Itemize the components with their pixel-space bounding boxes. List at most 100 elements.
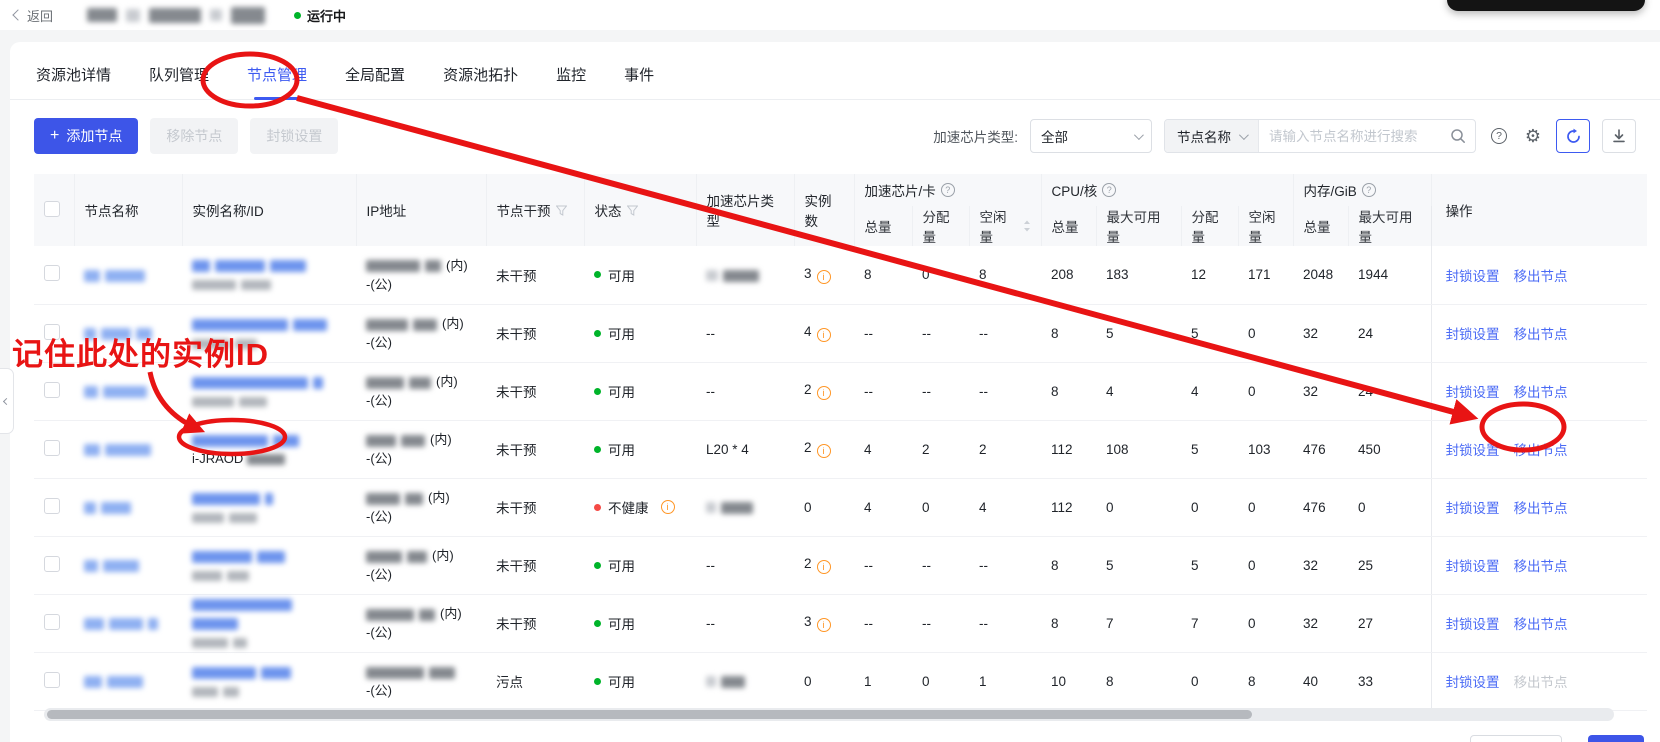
node-name-link[interactable] — [74, 594, 182, 653]
tab-4[interactable]: 资源池拓扑 — [443, 66, 519, 84]
row-checkbox[interactable] — [44, 439, 60, 456]
row-checkbox[interactable] — [44, 265, 60, 282]
lock-settings-link[interactable]: 封锁设置 — [1445, 559, 1500, 574]
info-icon[interactable]: i — [816, 328, 831, 343]
node-table: 节点名称 实例名称/ID IP地址 节点干预 状态 加速芯片类型 实例数 加速芯… — [34, 174, 1648, 711]
add-node-button[interactable]: + 添加节点 — [34, 118, 139, 154]
header-ip: IP地址 — [356, 174, 487, 246]
node-name-link[interactable] — [74, 362, 182, 421]
tab-2-active[interactable]: 节点管理 — [247, 56, 307, 100]
lock-settings-button[interactable]: 封锁设置 — [250, 118, 339, 154]
lock-settings-link[interactable]: 封锁设置 — [1445, 268, 1500, 284]
cutoff-primary-button[interactable] — [1588, 735, 1644, 742]
info-icon[interactable]: i — [816, 386, 831, 401]
chip-allocated-cell: -- — [912, 536, 969, 595]
help-icon[interactable]: ? — [1488, 125, 1510, 147]
info-icon[interactable]: i — [816, 560, 831, 575]
instance-name-cell[interactable] — [182, 536, 356, 595]
help-icon[interactable]: ? — [1361, 183, 1376, 197]
tab-5[interactable]: 监控 — [556, 66, 587, 84]
chip-total-cell: -- — [854, 304, 912, 363]
node-name-link[interactable] — [74, 420, 182, 479]
instance-name-cell[interactable] — [182, 304, 356, 363]
help-icon[interactable]: ? — [1102, 183, 1117, 197]
row-checkbox[interactable] — [44, 555, 60, 572]
row-checkbox[interactable] — [44, 381, 60, 398]
mem-total-cell: 40 — [1293, 652, 1349, 711]
info-icon[interactable]: i — [816, 270, 831, 284]
cpu-max-avail-cell: 4 — [1096, 362, 1182, 421]
filter-funnel-icon[interactable] — [555, 205, 567, 216]
info-icon[interactable]: i — [816, 618, 831, 633]
remove-node-button[interactable]: 移除节点 — [150, 118, 239, 154]
instance-name-cell[interactable] — [182, 362, 356, 421]
chip-type-select[interactable]: 全部 — [1030, 119, 1152, 153]
node-table-wrap: 节点名称 实例名称/ID IP地址 节点干预 状态 加速芯片类型 实例数 加速芯… — [34, 174, 1660, 711]
remove-node-link[interactable]: 移出节点 — [1513, 443, 1568, 458]
cutoff-secondary-button[interactable] — [1470, 735, 1562, 742]
node-name-link[interactable] — [74, 246, 182, 305]
remove-node-link[interactable]: 移出节点 — [1513, 617, 1568, 632]
node-name-link[interactable] — [74, 536, 182, 595]
node-name-link[interactable] — [74, 304, 182, 363]
lock-settings-link[interactable]: 封锁设置 — [1445, 327, 1500, 342]
lock-settings-link[interactable]: 封锁设置 — [1445, 501, 1500, 516]
select-all-checkbox[interactable] — [44, 200, 60, 217]
sort-icon[interactable] — [1023, 220, 1031, 232]
instance-name-cell[interactable] — [182, 652, 356, 711]
mem-max-avail-cell: 24 — [1348, 304, 1432, 363]
instance-name-cell[interactable]: i-JRAOD — [182, 420, 356, 479]
instance-name-cell[interactable] — [182, 246, 356, 305]
chip-type-cell: -- — [696, 304, 794, 363]
tab-6[interactable]: 事件 — [624, 66, 655, 84]
status: 可用 — [594, 265, 686, 285]
instance-name-cell[interactable] — [182, 478, 356, 537]
download-icon[interactable] — [1602, 119, 1636, 153]
remove-node-link[interactable]: 移出节点 — [1513, 675, 1568, 690]
row-checkbox[interactable] — [44, 323, 60, 340]
cpu-allocated-cell: 0 — [1181, 478, 1239, 537]
remove-node-link[interactable]: 移出节点 — [1513, 327, 1568, 342]
status-dot-icon — [594, 445, 601, 453]
help-icon[interactable]: ? — [940, 183, 955, 197]
tab-0[interactable]: 资源池详情 — [36, 66, 112, 84]
redacted-block — [84, 443, 100, 456]
info-icon[interactable]: i — [816, 444, 831, 459]
cpu-max-avail-cell: 7 — [1096, 594, 1182, 653]
lock-settings-link[interactable]: 封锁设置 — [1445, 617, 1500, 632]
tab-3[interactable]: 全局配置 — [345, 66, 406, 84]
redacted-block — [273, 434, 299, 447]
remove-node-link[interactable]: 移出节点 — [1513, 501, 1568, 516]
remove-node-link[interactable]: 移出节点 — [1513, 385, 1568, 400]
node-name-link[interactable] — [74, 652, 182, 711]
redacted-block — [84, 617, 104, 630]
back-button[interactable]: 返回 — [12, 6, 53, 25]
row-checkbox[interactable] — [44, 671, 60, 688]
column-settings-gear-icon[interactable]: ⚙ — [1524, 125, 1542, 146]
redacted-block — [192, 376, 308, 389]
collapse-panel-handle[interactable] — [0, 368, 14, 434]
lock-settings-link[interactable]: 封锁设置 — [1445, 675, 1500, 690]
filter-funnel-icon[interactable] — [626, 205, 638, 216]
status-label: 不健康 — [608, 501, 649, 516]
search-input[interactable] — [1259, 120, 1447, 152]
lock-settings-link[interactable]: 封锁设置 — [1445, 385, 1500, 400]
instance-name-cell[interactable] — [182, 594, 356, 653]
search-field-select[interactable]: 节点名称 — [1165, 120, 1259, 152]
redacted-block — [366, 260, 420, 273]
row-checkbox[interactable] — [44, 497, 60, 514]
remove-node-link[interactable]: 移出节点 — [1513, 268, 1568, 284]
info-icon[interactable]: i — [660, 500, 675, 514]
tab-1[interactable]: 队列管理 — [149, 66, 210, 84]
horizontal-scrollbar-thumb[interactable] — [47, 710, 1252, 719]
refresh-icon[interactable] — [1556, 119, 1590, 153]
node-name-link[interactable] — [74, 478, 182, 537]
intervention-cell: 未干预 — [486, 478, 584, 537]
lock-settings-link[interactable]: 封锁设置 — [1445, 443, 1500, 458]
chip-type-selected-value: 全部 — [1041, 130, 1068, 145]
remove-node-link[interactable]: 移出节点 — [1513, 559, 1568, 574]
row-checkbox[interactable] — [44, 613, 60, 630]
header-node-name: 节点名称 — [74, 174, 183, 246]
instances-value: 2 — [804, 381, 812, 397]
search-icon[interactable] — [1447, 125, 1469, 147]
